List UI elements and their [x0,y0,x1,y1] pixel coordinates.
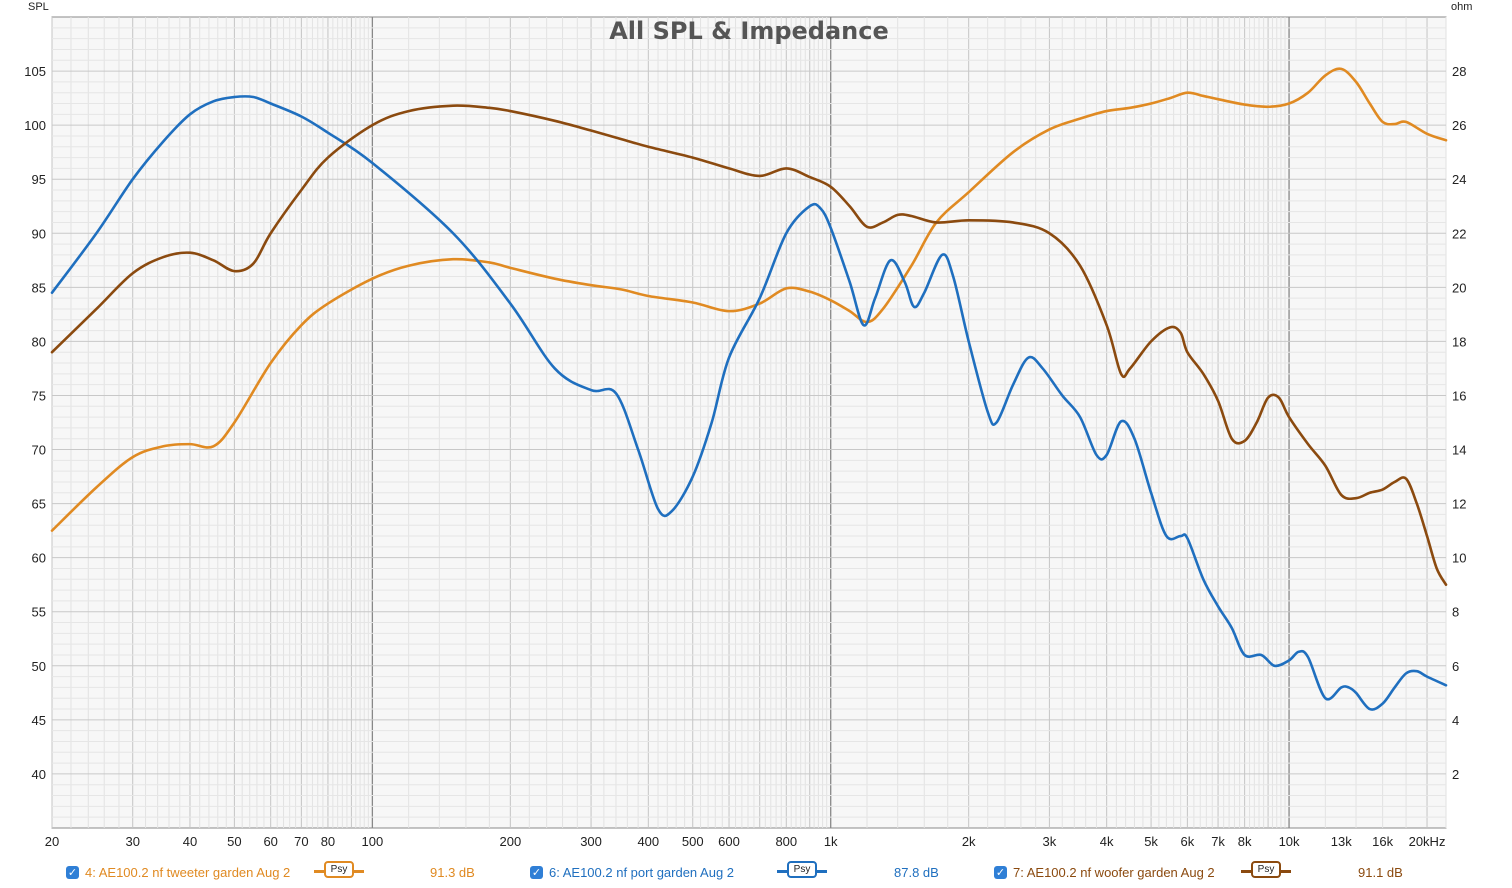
y-tick-label: 65 [32,497,46,512]
x-tick-label: 8k [1238,834,1252,849]
x-tick-label: 13k [1331,834,1352,849]
x-tick-label: 3k [1043,834,1057,849]
x-tick-label: 6k [1181,834,1195,849]
plot-background [51,16,1447,829]
psy-control-woofer[interactable]: Psy [1241,860,1291,882]
psy-button-port[interactable]: Psy [787,861,817,878]
spl-chart: 20 30 40 50 60 70 80 100 200 300 400 500 600 800 1k 2k 3… [24,1,1472,849]
x-tick-label: 200 [499,834,521,849]
x-tick-label: 500 [682,834,704,849]
x-axis-ticks: 20 30 40 50 60 70 80 100 200 300 400 500 600 800 1k 2k 3… [45,834,1446,849]
y2-tick-label: 20 [1452,280,1466,295]
y-axis-label: SPL [28,1,49,13]
series-line-port [50,95,1448,711]
y-tick-label: 95 [32,172,46,187]
y2-tick-label: 16 [1452,388,1466,403]
x-tick-label: 5k [1144,834,1158,849]
y2-tick-label: 14 [1452,443,1466,458]
legend-checkbox-tweeter[interactable]: ✓ [66,865,79,879]
y-axis-ticks: 40 45 50 55 60 65 70 75 80 85 90 95 100 105 [24,64,46,782]
y-tick-label: 85 [32,280,46,295]
y2-tick-label: 18 [1452,334,1466,349]
legend-checkbox-woofer[interactable]: ✓ [994,865,1007,879]
x-tick-label: 1k [824,834,838,849]
legend-value-woofer: 91.1 dB [1358,865,1403,880]
y2-tick-label: 10 [1452,551,1466,566]
legend-item-port[interactable]: ✓ 6: AE100.2 nf port garden Aug 2 [530,862,734,882]
y-tick-label: 105 [24,64,46,79]
y-tick-label: 60 [32,551,46,566]
y2-tick-label: 28 [1452,64,1466,79]
x-tick-label: 400 [637,834,659,849]
x-tick-label: 300 [580,834,602,849]
x-tick-label: 40 [183,834,197,849]
y2-tick-label: 12 [1452,497,1466,512]
y-tick-label: 45 [32,713,46,728]
psy-control-port[interactable]: Psy [777,860,827,882]
chart-title: All SPL & Impedance [609,17,889,45]
y-tick-label: 50 [32,659,46,674]
x-tick-label: 80 [321,834,335,849]
y2-tick-label: 26 [1452,118,1466,133]
y2-tick-label: 24 [1452,172,1466,187]
y2-tick-label: 4 [1452,713,1459,728]
psy-control-tweeter[interactable]: Psy [314,860,364,882]
legend-value-port: 87.8 dB [894,865,939,880]
y-tick-label: 90 [32,226,46,241]
y-tick-label: 70 [32,443,46,458]
x-tick-label: 600 [718,834,740,849]
y2-tick-label: 8 [1452,605,1459,620]
legend: ✓ 4: AE100.2 nf tweeter garden Aug 2 Psy… [0,856,1512,888]
y-tick-label: 100 [24,118,46,133]
grid [51,17,1447,828]
x-tick-label: 800 [775,834,797,849]
y-tick-label: 80 [32,334,46,349]
x-tick-label: 4k [1100,834,1114,849]
y2-axis-label: ohm [1451,1,1472,13]
x-tick-label: 30 [125,834,139,849]
legend-label-port: 6: AE100.2 nf port garden Aug 2 [549,864,735,880]
legend-item-tweeter[interactable]: ✓ 4: AE100.2 nf tweeter garden Aug 2 [66,862,290,882]
psy-button-tweeter[interactable]: Psy [324,861,354,878]
x-tick-label: 16k [1372,834,1393,849]
legend-value-tweeter: 91.3 dB [430,865,475,880]
y-tick-label: 55 [32,605,46,620]
legend-label-woofer: 7: AE100.2 nf woofer garden Aug 2 [1013,864,1215,880]
x-tick-label: 50 [227,834,241,849]
x-tick-label: 60 [263,834,277,849]
legend-checkbox-port[interactable]: ✓ [530,865,543,879]
y-tick-label: 75 [32,388,46,403]
psy-button-woofer[interactable]: Psy [1251,861,1281,878]
series-line-tweeter [50,67,1448,532]
x-tick-label: 7k [1211,834,1225,849]
legend-label-tweeter: 4: AE100.2 nf tweeter garden Aug 2 [85,864,291,880]
x-tick-label: 10k [1279,834,1300,849]
x-tick-label: 20 [45,834,59,849]
series-layer [50,67,1448,711]
legend-item-woofer[interactable]: ✓ 7: AE100.2 nf woofer garden Aug 2 [994,862,1215,882]
x-tick-label: 20kHz [1409,834,1446,849]
y-tick-label: 40 [32,767,46,782]
y2-tick-label: 2 [1452,767,1459,782]
x-tick-label: 70 [294,834,308,849]
x-tick-label: 2k [962,834,976,849]
y2-tick-label: 22 [1452,226,1466,241]
y2-tick-label: 6 [1452,659,1459,674]
series-line-woofer [50,104,1448,586]
x-tick-label: 100 [362,834,384,849]
